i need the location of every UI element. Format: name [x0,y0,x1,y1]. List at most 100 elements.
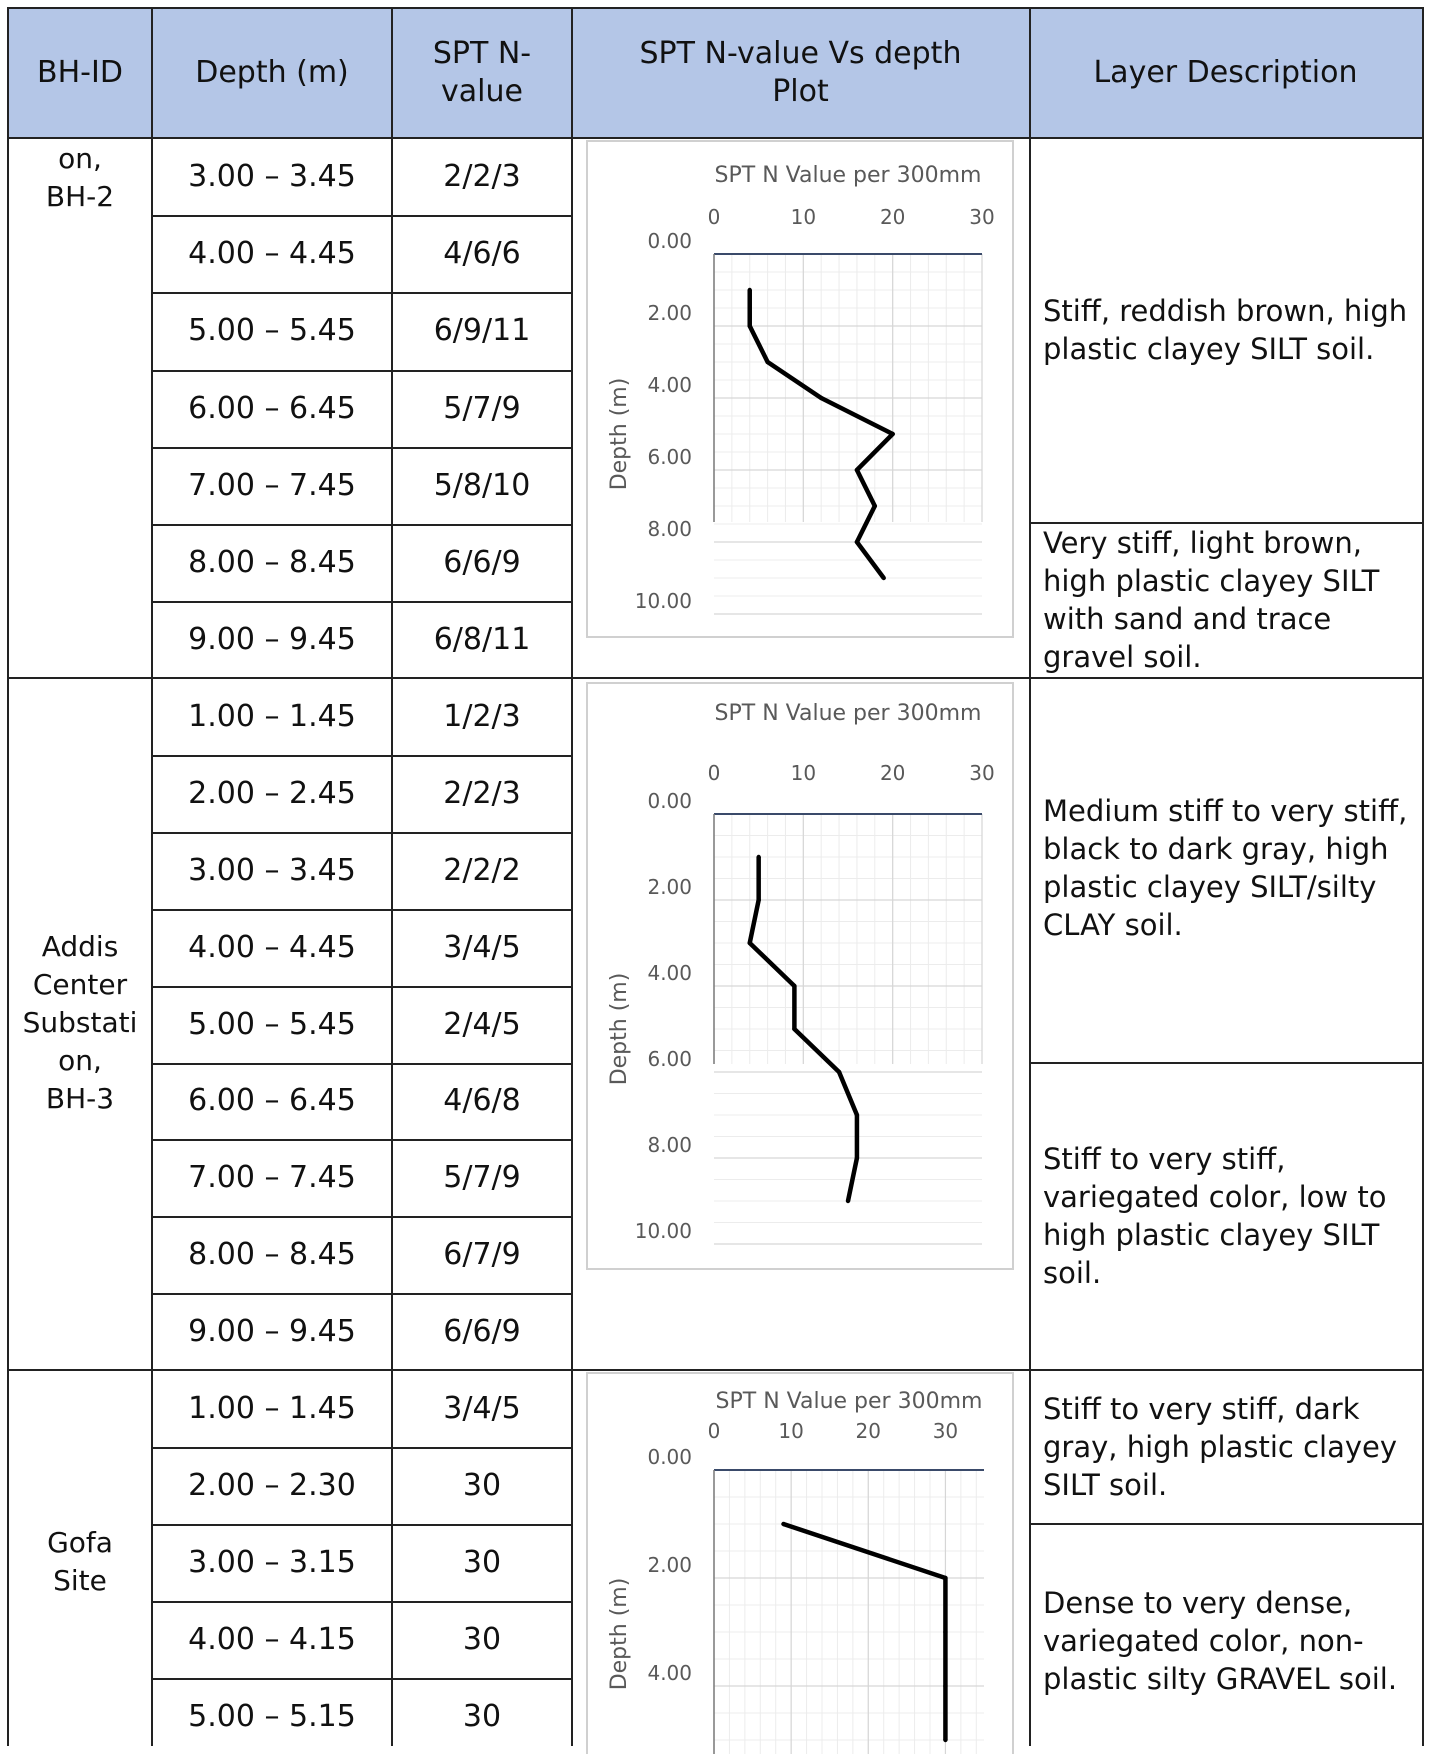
depth-cell: 3.00 – 3.15 [188,1545,356,1580]
data-point [943,1737,948,1743]
depth-cell: 4.00 – 4.45 [188,929,356,965]
data-point [854,539,860,545]
data-point [943,1683,948,1689]
y-tick-label: 2.00 [647,301,692,325]
spt-value-cell: 2/4/5 [443,1006,521,1042]
spt-value-cell: 3/4/5 [443,1391,521,1426]
depth-cell: 5.00 – 5.45 [188,1006,356,1042]
layer-description: Dense to very dense, variegated color, n… [1043,1586,1398,1696]
depth-cell: 7.00 – 7.45 [188,1160,356,1196]
chart-title: SPT N Value per 300mm [716,1389,983,1414]
y-tick-label: 2.00 [647,1553,692,1577]
x-tick-label: 0 [708,205,721,229]
data-point [747,940,752,946]
bh-id-cell: Addis Center Substati on, BH-3 [22,930,138,1115]
spt-chart-bh2: SPT N Value per 300mm 0 10 20 30 0.00 2.00 4.00… [586,140,1014,638]
depth-cell: 4.00 – 4.45 [188,236,356,272]
y-tick-label: 0.00 [647,789,692,813]
spt-value-cell: 3/4/5 [443,929,521,965]
depth-cell: 1.00 – 1.45 [188,1391,356,1426]
header-spt: SPT N-value [392,8,572,138]
data-point [756,897,761,903]
header-plot: SPT N-value Vs depth Plot [572,8,1029,138]
y-tick-label: 6.00 [647,445,692,469]
depth-cell: 2.00 – 2.30 [188,1468,356,1503]
y-tick-label: 10.00 [635,1219,692,1243]
x-tick-label: 20 [880,761,905,785]
depth-cell: 5.00 – 5.15 [188,1699,356,1734]
spt-depth-plot: SPT N Value per 300mm 0 10 20 30 0.00 2.00 4.00… [607,701,995,1245]
y-tick-label: 6.00 [647,1047,692,1071]
x-tick-label: 0 [708,761,721,785]
x-tick-label: 10 [791,761,816,785]
header-bh-id: BH-ID [8,8,152,138]
depth-cell: 7.00 – 7.45 [188,467,356,503]
data-point [747,287,752,293]
spt-value-cell: 2/2/2 [443,852,521,888]
x-tick-label: 20 [856,1419,881,1443]
data-point [765,359,770,365]
y-tick-label: 0.00 [647,1445,692,1469]
spt-value-cell: 6/6/9 [443,545,521,581]
data-point [781,1521,786,1527]
y-axis-label: Depth (m) [607,973,632,1086]
layer-description: Stiff, reddish brown, high plastic claye… [1043,294,1408,366]
spt-depth-plot: SPT N Value per 300mm 0 10 20 30 0.00 2.00 4.00… [607,1389,984,1754]
data-point [747,323,752,329]
layer-description: Very stiff, light brown, high plastic cl… [1043,526,1380,674]
spt-depth-plot: SPT N Value per 300mm 0 10 20 30 0.00 2.00 4.00… [607,163,995,615]
spt-value-cell: 5/7/9 [443,390,521,426]
spt-value-cell: 30 [462,1699,502,1734]
data-point [943,1575,948,1581]
data-point [819,395,824,401]
spt-chart-bh3: SPT N Value per 300mm 0 10 20 30 0.00 2.00 4.00… [586,682,1014,1270]
depth-cell: 4.00 – 4.15 [188,1622,356,1657]
depth-cell: 1.00 – 1.45 [188,698,356,734]
depth-cell: 8.00 – 8.45 [188,1237,356,1273]
x-tick-label: 30 [933,1419,958,1443]
spt-chart-gofa: SPT N Value per 300mm 0 10 20 30 0.00 2.00 4.00… [586,1372,1014,1754]
spt-value-cell: 6/8/11 [433,622,531,658]
bh-id-cell: on, BH-2 [45,142,115,213]
spt-value-cell: 4/6/6 [443,236,521,272]
spt-value-cell: 2/2/3 [443,159,521,195]
x-tick-label: 20 [880,205,905,229]
y-axis-label: Depth (m) [607,1578,632,1691]
y-tick-label: 4.00 [647,961,692,985]
data-point [854,467,860,473]
spt-value-cell: 30 [462,1545,502,1580]
spt-value-cell: 6/6/9 [443,1314,521,1350]
x-tick-label: 0 [708,1419,721,1443]
data-point [881,575,886,581]
y-tick-label: 2.00 [647,875,692,899]
header-depth: Depth (m) [152,8,392,138]
y-tick-label: 0.00 [647,229,692,253]
bh-id-cell: Gofa Site [47,1526,113,1597]
data-point [854,1112,860,1118]
spt-value-cell: 4/6/8 [443,1083,521,1119]
y-tick-label: 4.00 [647,1661,692,1685]
depth-cell: 6.00 – 6.45 [188,1083,356,1119]
spt-value-cell: 5/8/10 [433,467,531,503]
y-tick-label: 8.00 [647,517,692,541]
x-tick-label: 30 [969,205,994,229]
depth-cell: 3.00 – 3.45 [188,159,356,195]
layer-description: Stiff to very stiff, variegated color, l… [1043,1142,1387,1290]
depth-cell: 2.00 – 2.45 [188,775,356,811]
spt-value-cell: 30 [462,1468,502,1503]
depth-cell: 9.00 – 9.45 [188,1314,356,1350]
data-point [836,1069,842,1075]
depth-cell: 9.00 – 9.45 [188,622,356,658]
data-point [854,1155,860,1161]
spt-value-cell: 2/2/3 [443,775,521,811]
spt-value-cell: 6/9/11 [433,313,531,349]
data-point [756,854,761,860]
depth-cell: 8.00 – 8.45 [188,545,356,581]
chart-title: SPT N Value per 300mm [715,163,982,188]
y-tick-label: 10.00 [635,589,692,613]
y-axis-label: Depth (m) [607,378,632,491]
x-tick-label: 30 [969,761,994,785]
spt-value-cell: 30 [462,1622,502,1657]
x-tick-label: 10 [778,1419,803,1443]
